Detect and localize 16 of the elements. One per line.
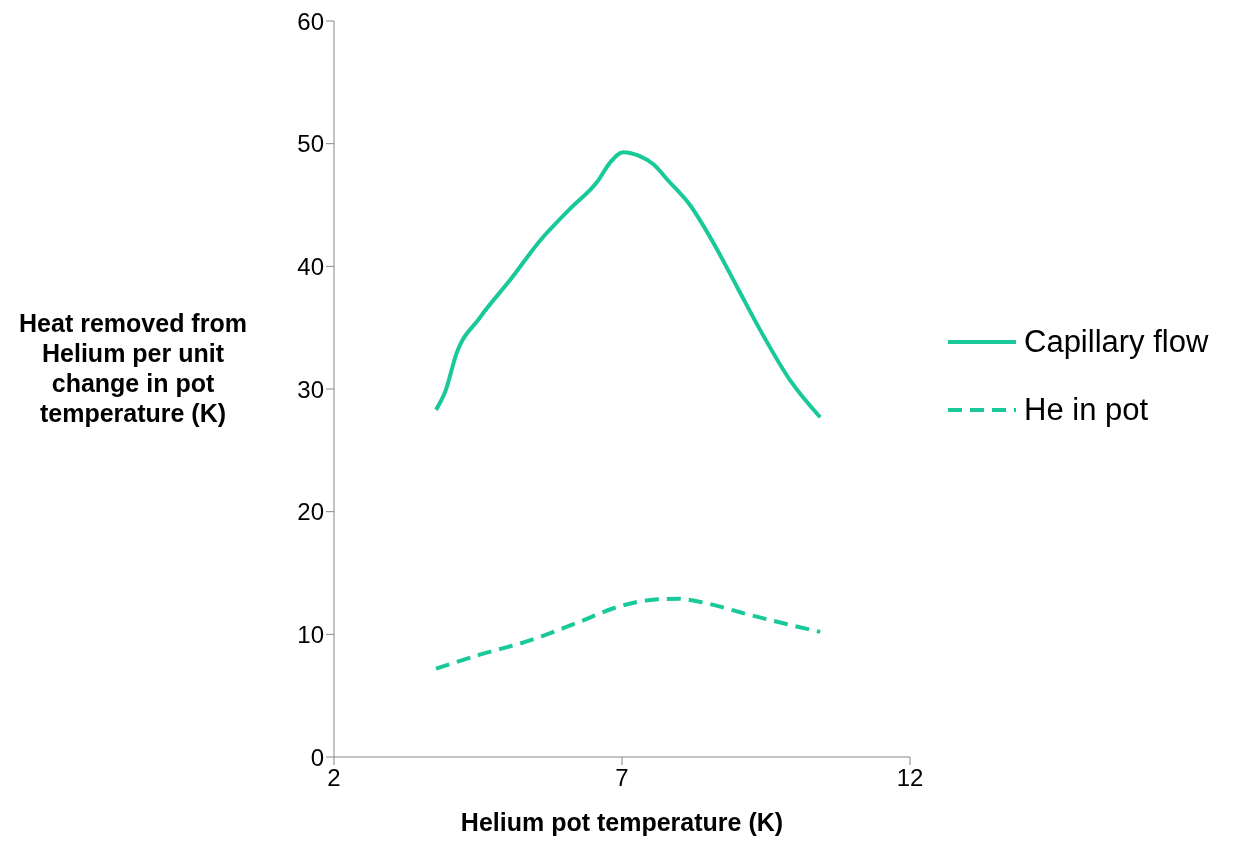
y-axis-title: Heat removed from Helium per unit change in pot temperature (K) (18, 308, 248, 428)
line-series (433, 150, 823, 420)
y-tick-label: 60 (297, 7, 324, 35)
legend-label: Capillary flow (1024, 324, 1209, 360)
y-tick-label: 10 (297, 620, 324, 648)
line-series (433, 596, 823, 671)
x-tick-label: 7 (615, 764, 629, 792)
legend-label: He in pot (1024, 392, 1149, 428)
x-axis-title: Helium pot temperature (K) (459, 808, 785, 837)
y-tick-label: 0 (310, 743, 324, 771)
y-tick-label: 30 (297, 375, 324, 403)
y-tick-label: 50 (297, 130, 324, 158)
x-tick-label: 12 (896, 764, 924, 792)
y-tick-label: 40 (297, 252, 324, 280)
x-tick-label: 2 (327, 764, 341, 792)
y-tick-label: 20 (297, 498, 324, 526)
